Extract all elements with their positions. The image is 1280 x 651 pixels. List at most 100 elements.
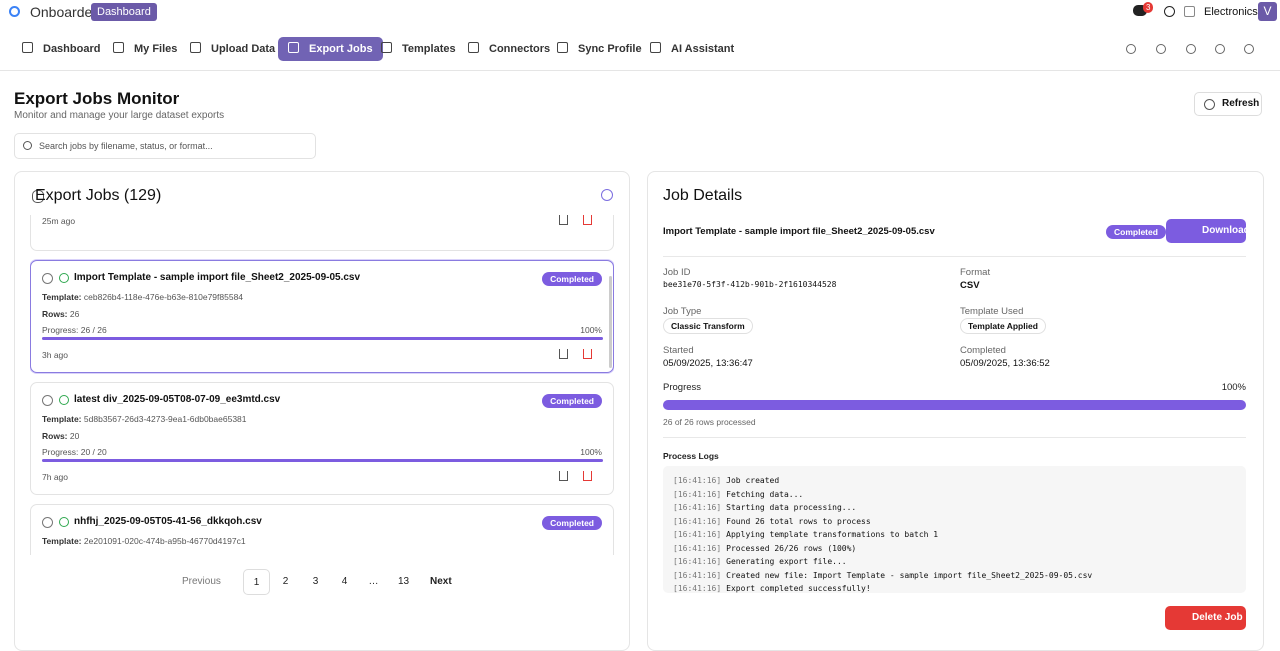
field-label: Job ID	[663, 267, 691, 278]
log-message: Applying template transformations to bat…	[726, 530, 939, 539]
select-radio[interactable]	[42, 395, 53, 406]
jobs-title: Export Jobs (129)	[35, 187, 162, 204]
select-radio[interactable]	[42, 517, 53, 528]
download-button[interactable]: Download	[1166, 219, 1250, 243]
job-card[interactable]: Import Template - sample import file_She…	[30, 260, 614, 373]
history-icon[interactable]	[1164, 6, 1175, 17]
status-icon	[59, 395, 69, 405]
loading-indicator	[601, 189, 613, 201]
logo	[9, 6, 20, 17]
toolbar-icon[interactable]	[1186, 44, 1196, 54]
job-card[interactable]: 25m ago	[30, 215, 614, 251]
log-line: [16:41:16] Starting data processing...	[673, 501, 1236, 515]
field-label: Template Used	[960, 306, 1024, 317]
log-time: [16:41:16]	[673, 570, 722, 580]
job-card[interactable]: nhfhj_2025-09-05T05-41-56_dkkqoh.csv Comp…	[30, 504, 614, 555]
brand[interactable]: Onboarder	[30, 4, 97, 20]
nav-item[interactable]: Dashboard	[12, 37, 110, 61]
nav-item[interactable]: Connectors	[458, 37, 560, 61]
job-time: 25m ago	[42, 216, 76, 226]
status-badge: Completed	[542, 516, 602, 530]
nav-label: Sync Profile	[578, 43, 642, 55]
divider	[663, 437, 1246, 438]
job-name: Import Template - sample import file_She…	[74, 272, 361, 283]
nav-item[interactable]: Templates	[371, 37, 466, 61]
page-button[interactable]: …	[368, 576, 379, 587]
tools-icon[interactable]	[1184, 6, 1195, 17]
details-title: Job Details	[663, 187, 743, 204]
db-icon	[32, 190, 44, 203]
progress-title: Progress	[663, 382, 702, 393]
next-page[interactable]: Next	[430, 576, 452, 587]
delete-action[interactable]	[583, 471, 592, 481]
download-action[interactable]	[559, 349, 568, 359]
nav-label: Upload Data	[211, 43, 276, 55]
job-time: 7h ago	[42, 472, 68, 482]
delete-action[interactable]	[583, 215, 592, 225]
template-label: Template:	[42, 414, 82, 424]
rows-value: 20	[70, 553, 79, 555]
log-line: [16:41:16] Created new file: Import Templ…	[673, 569, 1236, 583]
template-line: Template: 5d8b3567-26d3-4273-9ea1-6db0ba…	[42, 414, 247, 424]
nav-item[interactable]: My Files	[103, 37, 187, 61]
page-button[interactable]: 3	[312, 576, 319, 587]
toolbar-icon[interactable]	[1156, 44, 1166, 54]
progress-bar	[42, 459, 603, 462]
toolbar-icon[interactable]	[1126, 44, 1136, 54]
job-card[interactable]: latest div_2025-09-05T08-07-09_ee3mtd.cs…	[30, 382, 614, 495]
nav-item[interactable]: AI Assistant	[640, 37, 744, 61]
nav-label: Templates	[402, 43, 456, 55]
delete-action[interactable]	[583, 349, 592, 359]
nav-item[interactable]: Sync Profile	[547, 37, 652, 61]
log-line: [16:41:16] Fetching data...	[673, 488, 1236, 502]
avatar[interactable]: V	[1258, 2, 1277, 21]
page-button[interactable]: 4	[341, 576, 348, 587]
status-badge: Completed	[542, 394, 602, 408]
page-subtitle: Monitor and manage your large dataset ex…	[14, 110, 225, 121]
toolbar-icon[interactable]	[1244, 44, 1254, 54]
log-time: [16:41:16]	[673, 584, 722, 593]
select-radio[interactable]	[42, 273, 53, 284]
progress-bar	[42, 337, 603, 340]
rows-value: 26	[69, 309, 80, 319]
nav-icon	[468, 42, 479, 53]
details-filename: Import Template - sample import file_She…	[663, 226, 935, 237]
page-button[interactable]: 2	[282, 576, 289, 587]
delete-button[interactable]: Delete Job	[1165, 606, 1246, 630]
template-id: 2e201091-020c-474b-a95b-46770d4197c1	[83, 536, 246, 546]
organization[interactable]: Electronics	[1204, 6, 1258, 18]
log-time: [16:41:16]	[673, 489, 722, 499]
log-line: [16:41:16] Found 26 total rows to process	[673, 515, 1236, 529]
rows-line: Rows: 26	[42, 309, 79, 319]
toolbar-icon[interactable]	[1215, 44, 1225, 54]
nav-label: Connectors	[489, 43, 551, 55]
refresh-button[interactable]: Refresh	[1194, 92, 1262, 116]
search-input[interactable]: Search jobs by filename, status, or form…	[14, 133, 316, 159]
log-message: Generating export file...	[726, 557, 847, 566]
log-line: [16:41:16] Processed 26/26 rows (100%)	[673, 542, 1236, 556]
page-button[interactable]: 1	[243, 569, 270, 595]
progress-fill	[663, 400, 1246, 410]
field-value: 05/09/2025, 13:36:52	[960, 358, 1050, 369]
log-message: Job created	[726, 476, 780, 485]
log-line: [16:41:16] Job created	[673, 474, 1236, 488]
template-label: Template:	[42, 536, 82, 546]
nav-label: Dashboard	[43, 43, 101, 55]
status-badge: Completed	[542, 272, 602, 286]
status-badge: Completed	[1106, 225, 1166, 239]
prev-page[interactable]: Previous	[182, 576, 221, 587]
log-time: [16:41:16]	[673, 516, 722, 526]
job-name: nhfhj_2025-09-05T05-41-56_dkkqoh.csv	[74, 516, 262, 527]
nav-item[interactable]: Export Jobs	[278, 37, 383, 61]
notifications[interactable]	[1133, 5, 1147, 16]
nav-item[interactable]: Upload Data	[180, 37, 285, 61]
download-action[interactable]	[559, 471, 568, 481]
rows-value: 20	[69, 431, 80, 441]
download-action[interactable]	[559, 215, 568, 225]
log-line: [16:41:16] Generating export file...	[673, 555, 1236, 569]
nav-icon	[381, 42, 392, 53]
page-button[interactable]: 13	[397, 576, 410, 587]
scrollbar	[609, 276, 612, 368]
log-message: Export completed successfully!	[726, 584, 871, 593]
